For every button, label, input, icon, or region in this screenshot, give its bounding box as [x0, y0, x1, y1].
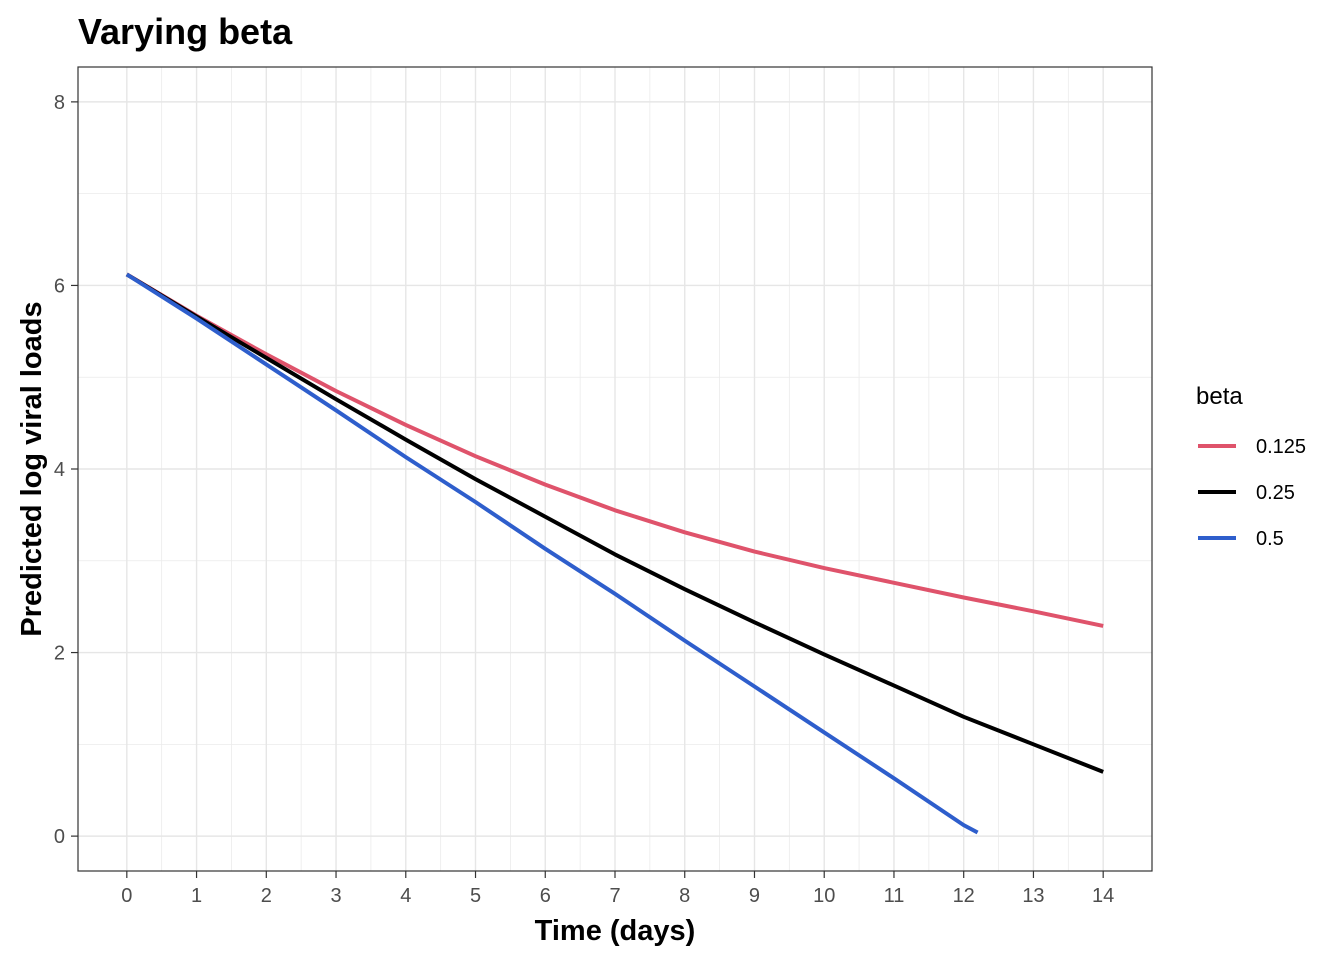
x-tick-label: 13 [1022, 885, 1044, 907]
series-line-0.25 [125, 272, 1104, 774]
x-tick-label: 0 [121, 885, 132, 907]
x-tick-label: 3 [330, 885, 341, 907]
x-tick-label: 14 [1092, 885, 1114, 907]
x-tick-label: 4 [400, 885, 411, 907]
x-axis-title: Time (days) [535, 915, 696, 947]
legend-label: 0.125 [1256, 436, 1306, 458]
y-tick-label: 4 [54, 459, 65, 481]
series-layer [125, 272, 1104, 835]
x-tick-label: 12 [953, 885, 975, 907]
legend: beta 0.125 0.25 0.5 [1196, 383, 1306, 550]
y-axis-title: Predicted log viral loads [16, 301, 48, 636]
grid-major [78, 67, 1152, 871]
series-line-0.125 [125, 272, 1104, 628]
x-axis: 0 1 2 3 4 5 6 7 8 9 10 11 12 13 14 [121, 871, 1114, 907]
x-tick-label: 8 [679, 885, 690, 907]
y-tick-label: 0 [54, 826, 65, 848]
series-line-0.5 [125, 272, 979, 835]
chart-title: Varying beta [78, 11, 293, 52]
y-tick-label: 8 [54, 92, 65, 114]
x-tick-label: 9 [749, 885, 760, 907]
legend-title: beta [1196, 383, 1243, 410]
y-axis: 0 2 4 6 8 [54, 92, 78, 848]
x-tick-label: 11 [884, 885, 905, 907]
x-tick-label: 7 [609, 885, 620, 907]
legend-label: 0.25 [1256, 482, 1295, 504]
x-tick-label: 6 [540, 885, 551, 907]
x-tick-label: 2 [261, 885, 272, 907]
y-tick-label: 2 [54, 643, 65, 665]
legend-label: 0.5 [1256, 528, 1284, 550]
y-tick-label: 6 [54, 275, 65, 297]
x-tick-label: 1 [191, 885, 202, 907]
x-tick-label: 10 [813, 885, 835, 907]
legend-items: 0.125 0.25 0.5 [1198, 436, 1306, 550]
x-tick-label: 5 [470, 885, 481, 907]
